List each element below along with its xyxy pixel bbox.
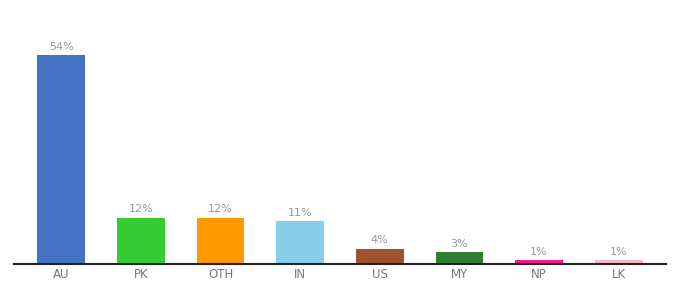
Bar xyxy=(276,221,324,264)
Bar xyxy=(356,248,404,264)
Text: 12%: 12% xyxy=(208,205,233,214)
Bar xyxy=(37,55,85,264)
Bar xyxy=(197,218,245,264)
Text: 12%: 12% xyxy=(129,205,154,214)
Text: 54%: 54% xyxy=(49,42,73,52)
Text: 1%: 1% xyxy=(610,247,628,257)
Bar xyxy=(595,260,643,264)
Text: 3%: 3% xyxy=(451,239,469,249)
Text: 4%: 4% xyxy=(371,236,389,245)
Text: 1%: 1% xyxy=(530,247,548,257)
Bar xyxy=(117,218,165,264)
Bar xyxy=(515,260,563,264)
Bar xyxy=(435,252,483,264)
Text: 11%: 11% xyxy=(288,208,313,218)
